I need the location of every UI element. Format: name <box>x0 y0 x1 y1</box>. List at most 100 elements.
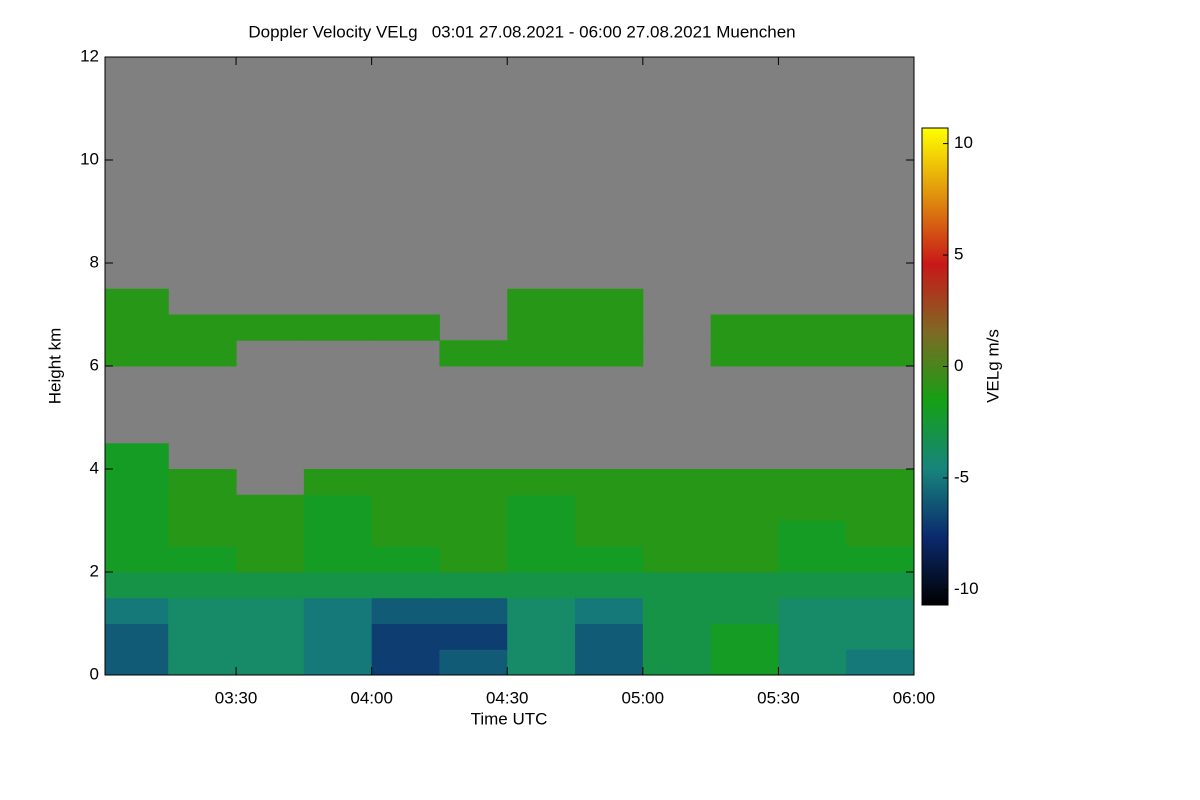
heatmap-cell <box>507 494 576 521</box>
heatmap-cell <box>575 623 644 650</box>
heatmap-cell <box>846 314 915 341</box>
heatmap-cell <box>846 340 915 367</box>
heatmap-cell <box>778 314 847 341</box>
y-tick-label: 4 <box>90 458 99 477</box>
heatmap-cell <box>439 572 508 599</box>
heatmap-cell <box>507 314 576 341</box>
heatmap-cell <box>439 494 508 521</box>
heatmap-cell <box>371 546 440 573</box>
x-axis-label: Time UTC <box>471 709 548 728</box>
heatmap-cell <box>105 340 169 367</box>
heatmap-cell <box>303 597 373 624</box>
heatmap-cell <box>507 546 576 573</box>
heatmap-cell <box>710 572 779 599</box>
heatmap-cell <box>105 546 169 573</box>
heatmap-cell <box>642 623 712 650</box>
heatmap-cell <box>846 469 915 496</box>
heatmap-cell <box>371 623 440 650</box>
heatmap-cell <box>710 340 779 367</box>
heatmap-cell <box>575 597 644 624</box>
heatmap-cell <box>439 623 508 650</box>
heatmap-cell <box>710 546 779 573</box>
y-tick-label: 12 <box>80 46 99 65</box>
heatmap-cell <box>507 288 576 315</box>
heatmap-cell <box>778 623 847 650</box>
heatmap-cell <box>168 546 237 573</box>
heatmap-cell <box>303 572 373 599</box>
heatmap-cell <box>168 597 237 624</box>
heatmap-cell <box>507 597 576 624</box>
heatmap-cell <box>642 597 712 624</box>
heatmap-cell <box>168 520 237 547</box>
heatmap-cell <box>168 572 237 599</box>
heatmap-cell <box>575 314 644 341</box>
heatmap-cell <box>507 623 576 650</box>
heatmap-cell <box>105 572 169 599</box>
heatmap-cell <box>168 340 237 367</box>
heatmap-cell <box>371 494 440 521</box>
x-tick-label: 04:00 <box>350 688 393 707</box>
heatmap-cell <box>439 597 508 624</box>
heatmap-cell <box>710 623 779 650</box>
heatmap-cell <box>710 314 779 341</box>
heatmap-cell <box>507 649 576 676</box>
heatmap-cell <box>105 314 169 341</box>
heatmap-cell <box>303 546 373 573</box>
heatmap-cell <box>168 494 237 521</box>
heatmap-cell <box>168 649 237 676</box>
heatmap-cell <box>105 597 169 624</box>
heatmap-cell <box>439 520 508 547</box>
heatmap-cell <box>778 494 847 521</box>
heatmap-cell <box>507 340 576 367</box>
heatmap-cell <box>303 314 373 341</box>
heatmap-cell <box>236 623 305 650</box>
heatmap-cell <box>168 623 237 650</box>
heatmap-cell <box>846 494 915 521</box>
heatmap-cell <box>303 649 373 676</box>
heatmap-cell <box>710 520 779 547</box>
heatmap-cell <box>575 288 644 315</box>
x-tick-label: 03:30 <box>215 688 258 707</box>
heatmap-cell <box>642 546 712 573</box>
heatmap-cell <box>371 469 440 496</box>
chart-title: Doppler Velocity VELg 03:01 27.08.2021 -… <box>248 22 795 41</box>
heatmap-cell <box>710 649 779 676</box>
heatmap-cell <box>778 649 847 676</box>
x-tick-label: 05:00 <box>622 688 665 707</box>
heatmap-cell <box>439 469 508 496</box>
heatmap-cell <box>371 649 440 676</box>
heatmap-cell <box>236 520 305 547</box>
heatmap-cell <box>846 649 915 676</box>
heatmap-cell <box>778 469 847 496</box>
heatmap-cell <box>371 597 440 624</box>
x-tick-label: 06:00 <box>893 688 936 707</box>
heatmap-cell <box>236 649 305 676</box>
heatmap-cell <box>105 649 169 676</box>
heatmap-cell <box>105 469 169 496</box>
heatmap-cell <box>846 546 915 573</box>
heatmap-cell <box>710 494 779 521</box>
heatmap-cell <box>778 546 847 573</box>
heatmap-cell <box>846 520 915 547</box>
colorbar-label: VELg m/s <box>983 329 1002 403</box>
x-tick-label: 05:30 <box>757 688 800 707</box>
y-tick-label: 10 <box>80 149 99 168</box>
heatmap-cell <box>778 340 847 367</box>
heatmap-cell <box>105 520 169 547</box>
heatmap-cell <box>642 494 712 521</box>
heatmap-cell <box>507 520 576 547</box>
heatmap-cell <box>575 469 644 496</box>
heatmap-cell <box>575 340 644 367</box>
heatmap-cell <box>710 597 779 624</box>
colorbar-tick-label: 0 <box>954 356 963 375</box>
heatmap-cell <box>168 314 237 341</box>
heatmap-cell <box>575 572 644 599</box>
y-tick-label: 8 <box>90 252 99 271</box>
heatmap-cell <box>846 572 915 599</box>
heatmap-cell <box>507 572 576 599</box>
heatmap-cell <box>236 572 305 599</box>
heatmap-cell <box>236 546 305 573</box>
x-tick-label: 04:30 <box>486 688 529 707</box>
heatmap-cell <box>846 597 915 624</box>
heatmap-cell <box>371 314 440 341</box>
